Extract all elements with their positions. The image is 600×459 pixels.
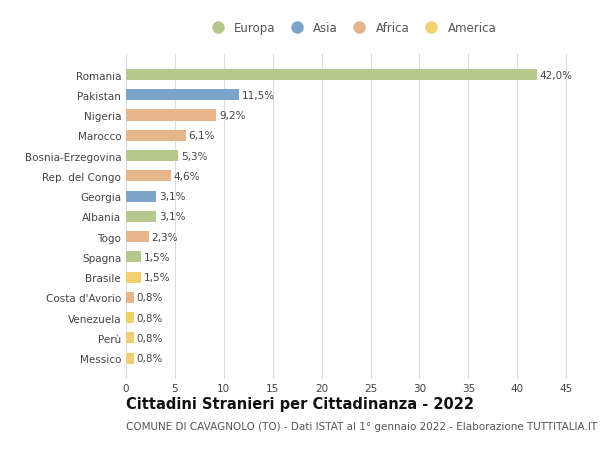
Text: 2,3%: 2,3% [151,232,178,242]
Text: 9,2%: 9,2% [219,111,245,121]
Text: 11,5%: 11,5% [241,90,275,101]
Bar [126,231,149,243]
Text: 5,3%: 5,3% [181,151,207,161]
Text: 3,1%: 3,1% [159,212,186,222]
Text: COMUNE DI CAVAGNOLO (TO) - Dati ISTAT al 1° gennaio 2022 - Elaborazione TUTTITAL: COMUNE DI CAVAGNOLO (TO) - Dati ISTAT al… [126,421,597,431]
Text: 1,5%: 1,5% [143,252,170,262]
Bar [126,333,134,344]
Legend: Europa, Asia, Africa, America: Europa, Asia, Africa, America [206,22,496,35]
Text: 4,6%: 4,6% [174,172,200,181]
Text: 1,5%: 1,5% [143,273,170,283]
Text: 42,0%: 42,0% [540,70,573,80]
Text: 3,1%: 3,1% [159,192,186,202]
Bar [126,90,239,101]
Bar [126,191,157,202]
Bar [126,151,178,162]
Text: 0,8%: 0,8% [137,293,163,303]
Text: 0,8%: 0,8% [137,313,163,323]
Bar [126,292,134,303]
Bar [126,70,537,81]
Bar [126,130,185,141]
Bar [126,252,140,263]
Text: Cittadini Stranieri per Cittadinanza - 2022: Cittadini Stranieri per Cittadinanza - 2… [126,396,474,411]
Bar [126,171,171,182]
Bar [126,110,216,121]
Text: 0,8%: 0,8% [137,333,163,343]
Bar [126,272,140,283]
Text: 0,8%: 0,8% [137,353,163,364]
Bar [126,211,157,223]
Text: 6,1%: 6,1% [188,131,215,141]
Bar [126,353,134,364]
Bar [126,313,134,324]
